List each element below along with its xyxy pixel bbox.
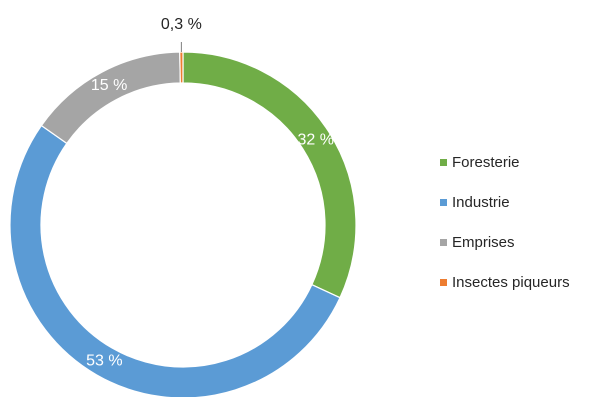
legend: Foresterie Industrie Emprises Insectes p… [440, 152, 570, 312]
slice-label-insectes-piqueurs: 0,3 % [161, 16, 202, 33]
legend-label-emprises: Emprises [452, 233, 515, 251]
legend-item-insectes-piqueurs[interactable]: Insectes piqueurs [440, 272, 570, 292]
legend-swatch-emprises [440, 238, 447, 246]
slice-label-industrie: 53 % [86, 353, 122, 370]
legend-item-industrie[interactable]: Industrie [440, 192, 570, 212]
slice-label-emprises: 15 % [91, 77, 127, 94]
legend-item-emprises[interactable]: Emprises [440, 232, 570, 252]
slice-foresterie[interactable] [182, 51, 357, 299]
slice-labels: 32 % 53 % 15 % 0,3 % [86, 16, 334, 369]
legend-swatch-industrie [440, 198, 447, 206]
legend-label-foresterie: Foresterie [452, 153, 520, 171]
donut-slices [9, 51, 357, 397]
legend-label-industrie: Industrie [452, 193, 510, 211]
slice-insectes-piqueurs[interactable] [179, 51, 184, 84]
legend-label-insectes-piqueurs: Insectes piqueurs [452, 273, 570, 291]
slice-emprises[interactable] [40, 51, 181, 145]
slice-industrie[interactable] [9, 124, 341, 397]
legend-item-foresterie[interactable]: Foresterie [440, 152, 570, 172]
legend-swatch-foresterie [440, 158, 447, 166]
legend-swatch-insectes-piqueurs [440, 278, 447, 286]
slice-label-foresterie: 32 % [297, 131, 333, 148]
